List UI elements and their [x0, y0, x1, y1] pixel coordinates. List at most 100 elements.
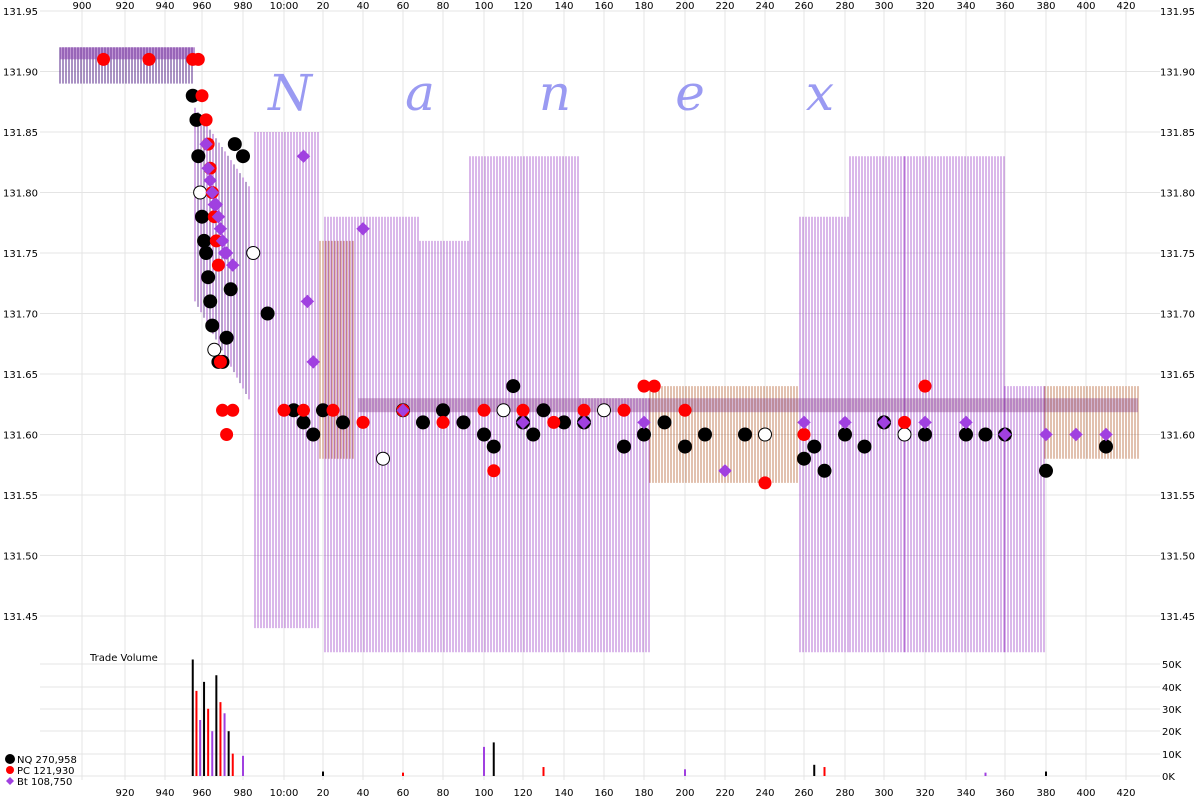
volume-title: Trade Volume — [89, 653, 158, 664]
trade-point-bt — [356, 222, 370, 236]
trade-point-nq — [376, 451, 390, 466]
trade-point-nq — [918, 427, 932, 442]
trade-point-bt — [211, 209, 226, 224]
time-label-top: 160 — [594, 1, 613, 12]
time-label-top: 300 — [874, 1, 893, 12]
trade-point-bt — [306, 355, 320, 369]
trade-point-nq — [223, 282, 238, 297]
time-label-bottom: 100 — [474, 788, 493, 799]
trade-point-nq — [526, 427, 541, 442]
trade-point-bt — [213, 222, 228, 236]
trade-point-bt — [199, 137, 213, 151]
time-label-bottom: 200 — [675, 788, 694, 799]
time-label-bottom: 400 — [1076, 788, 1095, 799]
time-label-top: 10:00 — [270, 1, 299, 12]
time-label-top: 380 — [1036, 1, 1055, 12]
trade-point-nq — [486, 439, 501, 454]
trade-points-layer — [97, 52, 1113, 490]
time-label-bottom: 140 — [554, 788, 573, 799]
volume-axis-label: 20K — [1162, 727, 1182, 738]
trade-point-pc — [213, 355, 227, 369]
trade-point-bt — [877, 415, 891, 430]
time-label-top: 60 — [397, 1, 410, 12]
time-label-top: 900 — [72, 1, 91, 12]
trade-point-nq — [1039, 463, 1053, 478]
time-label-top: 120 — [513, 1, 532, 12]
legend-marker-bt — [6, 777, 14, 785]
trade-point-pc — [297, 403, 310, 417]
trade-point-nq — [201, 270, 216, 285]
trade-point-nq — [657, 415, 672, 430]
trade-point-pc — [577, 403, 591, 417]
price-label-left: 131.90 — [3, 68, 38, 79]
trade-point-nq — [838, 427, 852, 442]
volume-axis-label: 0K — [1162, 772, 1175, 783]
price-label-right: 131.45 — [1160, 612, 1195, 623]
price-label-left: 131.75 — [3, 249, 38, 260]
trade-point-pc — [647, 379, 661, 393]
volume-axis-label: 10K — [1162, 750, 1182, 761]
trade-point-bt — [998, 427, 1012, 442]
price-label-right: 131.75 — [1160, 249, 1195, 260]
price-label-left: 131.85 — [3, 128, 38, 139]
legend-label: Bt 108,750 — [17, 777, 72, 788]
time-label-top: 20 — [317, 1, 330, 12]
trade-point-bt — [226, 258, 240, 272]
trade-point-bt — [1039, 427, 1053, 442]
time-label-bottom: 180 — [634, 788, 653, 799]
time-label-bottom: 920 — [115, 788, 134, 799]
trade-point-nq — [416, 415, 430, 430]
time-label-top: 420 — [1116, 1, 1135, 12]
time-label-bottom: 80 — [437, 788, 450, 799]
trade-point-nq — [260, 306, 275, 321]
time-label-top: 340 — [956, 1, 975, 12]
trade-point-nq — [197, 233, 212, 248]
trade-point-nq — [817, 463, 832, 478]
volume-axis-label: 50K — [1162, 660, 1182, 671]
time-label-bottom: 300 — [874, 788, 893, 799]
time-label-top: 960 — [192, 1, 211, 12]
price-axis: 131.95 131.95 131.90 131.90 131.85 131.85 131.… — [3, 7, 1195, 623]
time-label-bottom: 940 — [155, 788, 174, 799]
trade-point-nq — [246, 246, 261, 260]
trade-point-nq — [597, 403, 611, 418]
trade-point-pc — [797, 428, 811, 441]
price-label-right: 131.90 — [1160, 68, 1195, 79]
time-label-bottom: 10:00 — [270, 788, 299, 799]
trade-point-bt — [201, 161, 215, 176]
trade-point-nq — [227, 137, 242, 152]
trade-point-pc — [142, 52, 156, 66]
time-label-bottom: 120 — [513, 788, 532, 799]
trade-point-nq — [1099, 439, 1113, 454]
trade-point-nq — [199, 246, 214, 260]
trade-point-nq — [496, 403, 511, 418]
trade-point-bt — [718, 464, 732, 478]
trade-point-nq — [219, 330, 234, 345]
time-label-bottom: 60 — [397, 788, 410, 799]
quote-band — [60, 47, 195, 60]
time-label-bottom: 980 — [233, 788, 252, 799]
watermark-letter: a — [405, 64, 435, 122]
trade-point-bt — [516, 415, 530, 430]
trade-point-nq — [456, 415, 471, 430]
time-label-bottom: 960 — [192, 788, 211, 799]
time-label-top: 140 — [554, 1, 573, 12]
trade-point-nq — [698, 427, 712, 442]
trade-point-pc — [226, 403, 240, 417]
trade-point-nq — [797, 451, 811, 466]
trade-point-nq — [336, 415, 350, 430]
trade-point-pc — [436, 415, 450, 429]
trade-point-pc — [516, 403, 530, 417]
trade-point-bt — [209, 197, 224, 212]
trade-point-bt — [1099, 427, 1113, 442]
time-label-bottom: 340 — [956, 788, 975, 799]
time-label-top: 200 — [675, 1, 694, 12]
trade-point-pc — [211, 258, 225, 272]
trade-point-pc — [220, 428, 234, 441]
trade-point-nq — [807, 439, 822, 454]
time-label-bottom: 420 — [1116, 788, 1135, 799]
legend-marker — [6, 766, 14, 774]
trade-point-pc — [758, 476, 772, 490]
